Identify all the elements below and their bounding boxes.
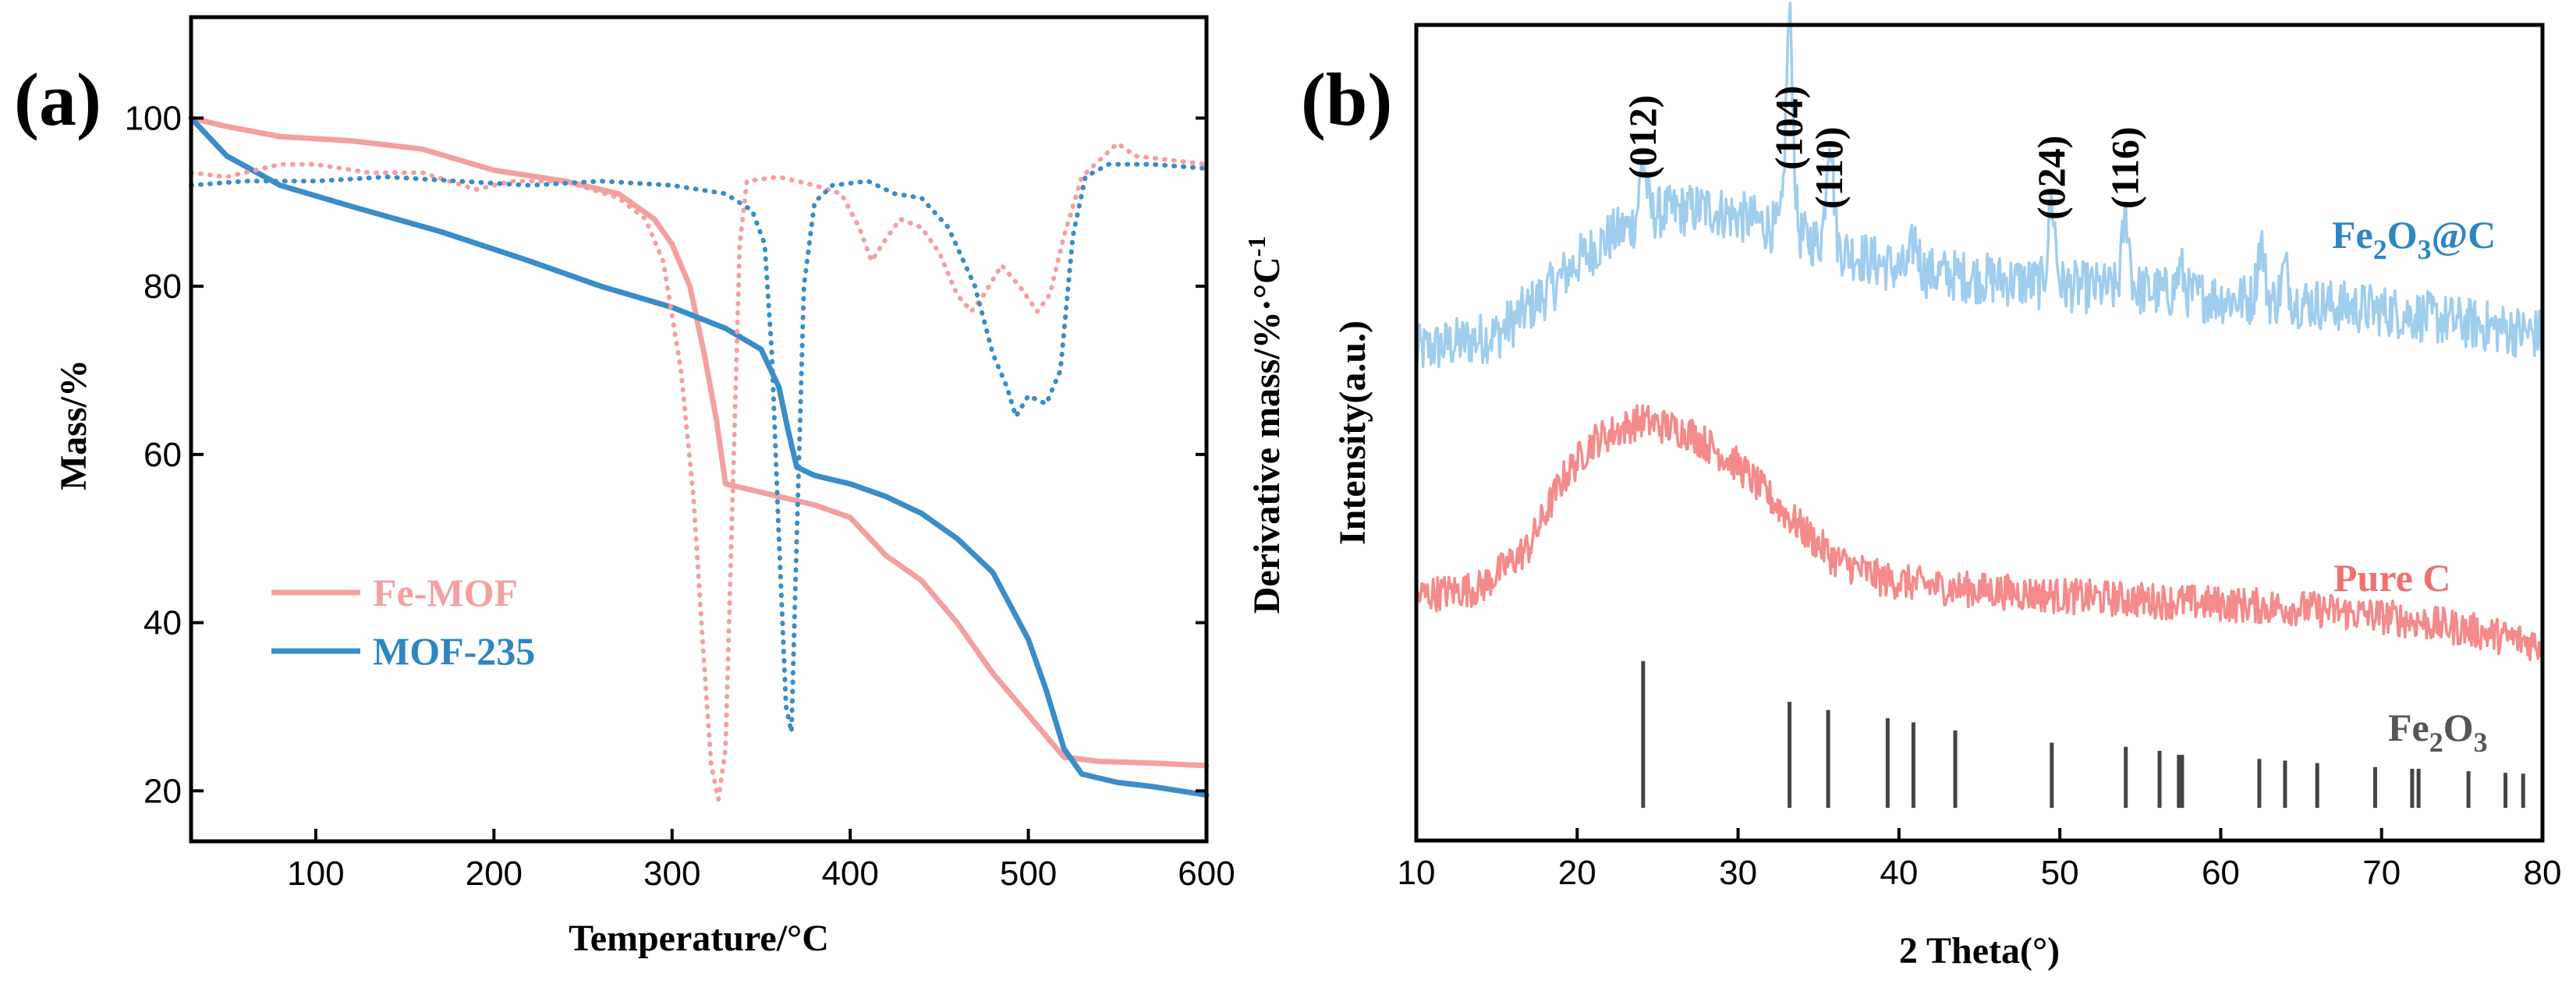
series-label-fe2o3-c-sub2: 3 [2418,234,2432,265]
panel-a-ylabel-left: Mass/% [53,359,94,490]
legend-label-fe-mof: Fe-MOF [373,571,518,614]
legend-label-mof-235: MOF-235 [373,629,535,673]
panel-a: (a) 100 200 300 400 500 600 20 40 60 80 100 Tempe… [14,15,1288,959]
series-label-fe2o3-c-sub1: 2 [2373,234,2387,265]
panel-a-y-tick-label-60: 60 [144,436,182,474]
series-label-fe2o3: Fe2O3 [2388,706,2488,758]
panel-a-x-tick-label-600: 600 [1178,855,1235,893]
panel-b-plot-frame [1414,23,2545,843]
panel-a-legend: Fe-MOF MOF-235 [271,571,535,673]
series-label-fe2o3-sub2: 3 [2474,727,2488,758]
peak-label-012: (012) [1621,95,1664,179]
panel-b-x-tick-label-10: 10 [1398,854,1436,892]
series-line-mof-235-dtg [189,161,1209,734]
panel-a-ylabel-right-main: Derivative mass/%·°C [1246,257,1288,614]
panel-a-x-tick-label-100: 100 [287,855,344,893]
panel-a-x-tick-label-500: 500 [1000,855,1057,893]
series-label-fe2o3-c-tail: @C [2432,213,2496,257]
series-label-fe2o3-o: O [2443,706,2474,749]
panel-a-plot-frame [189,15,1209,844]
panel-a-ylabel-right-sup: -1 [1242,236,1270,257]
peak-label-104: (104) [1767,86,1811,170]
panel-a-x-tick-label-200: 200 [466,855,523,893]
panel-b-x-tick-label-20: 20 [1558,854,1596,892]
panel-b-series [1415,2,2544,809]
panel-a-ylabel-right: Derivative mass/%·°C-1 [1242,236,1288,614]
series-line-pure-c [1415,404,2544,661]
panel-b-x-tick-label-80: 80 [2524,854,2562,892]
panel-a-y-axis-left: 20 40 60 80 100 [125,99,204,810]
panel-b-xlabel: 2 Theta(°) [1899,930,2060,972]
panel-a-y-tick-label-100: 100 [125,99,182,137]
panel-b-peak-labels: (012) (104)(110) (024) (116) [1621,86,2147,220]
series-line-fe-mof [188,115,1210,769]
panel-a-y-tick-label-40: 40 [144,604,182,642]
panel-b-x-tick-label-60: 60 [2202,854,2240,892]
panel-a-x-tick-label-400: 400 [821,855,878,893]
panel-a-y-tick-label-20: 20 [144,772,182,810]
series-line-fe-o-c [1415,2,2544,369]
panel-a-x-tick-label-300: 300 [643,855,700,893]
panel-a-y-axis-right [1196,116,1207,793]
panel-b-label: (b) [1301,58,1392,141]
panel-a-x-axis: 100 200 300 400 500 600 [287,829,1235,893]
panel-a-xlabel: Temperature/°C [569,918,829,959]
peak-label-116: (116) [2103,126,2147,209]
series-label-fe2o3-c: Fe2O3@C [2332,213,2496,265]
panel-a-series [188,115,1210,802]
series-label-fe2o3-c-fe: Fe [2332,213,2373,257]
peak-label-024: (024) [2029,136,2073,220]
series-label-pure-c: Pure C [2333,556,2450,600]
panel-b-x-tick-label-70: 70 [2362,854,2401,892]
panel-b-x-axis: 10 20 30 40 50 60 70 80 [1398,828,2562,892]
peak-label-110: (110) [1807,126,1851,209]
panel-a-y-tick-label-80: 80 [144,267,182,306]
series-line-mof-235 [188,115,1210,798]
panel-a-label: (a) [14,58,101,141]
panel-b: (b) 10 20 30 40 50 60 70 80 (012) (104)(110) (024… [1301,2,2562,972]
series-line-fe-mof-dtg [189,140,1209,802]
panel-b-x-tick-label-50: 50 [2041,854,2079,892]
panel-b-x-tick-label-30: 30 [1719,854,1757,892]
series-label-fe2o3-fe: Fe [2388,706,2429,749]
panel-b-x-tick-label-40: 40 [1880,854,1918,892]
series-label-fe2o3-c-o: O [2387,213,2418,257]
series-label-fe2o3-sub1: 2 [2429,727,2443,758]
panel-b-ylabel: Intensity(a.u.) [1332,320,1373,545]
